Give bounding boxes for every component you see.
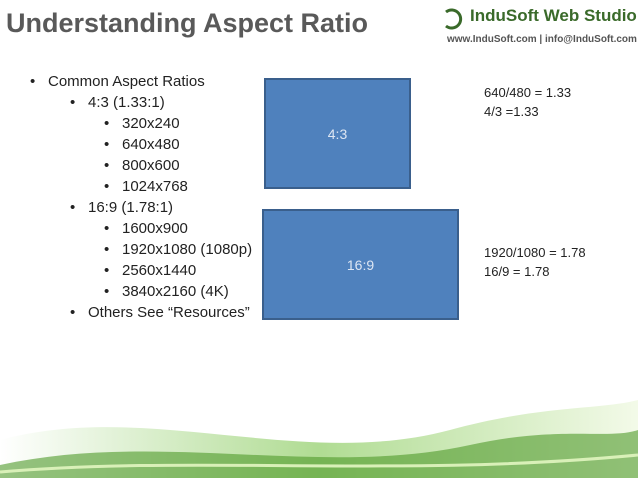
bullet-item: 1024x768	[104, 178, 188, 195]
title: Understanding Aspect Ratio	[6, 8, 369, 38]
box-16-9: 16:9	[262, 209, 459, 320]
bullet-item: 800x600	[104, 157, 179, 174]
bullet-item: 2560x1440	[104, 262, 196, 279]
contact: www.InduSoft.com | info@InduSoft.com	[447, 34, 637, 45]
note: 1920/1080 = 1.78	[484, 245, 586, 260]
bullet-item: 320x240	[104, 115, 179, 132]
box-label: 16:9	[346, 256, 375, 273]
bullet-item: 16:9 (1.78:1)	[70, 199, 173, 216]
bullet-item: Others See “Resources”	[70, 304, 250, 321]
logo: InduSoft Web Studio	[470, 6, 637, 25]
box-4-3: 4:3	[264, 78, 411, 189]
box-label: 4:3	[327, 125, 348, 142]
bullet-item: 1920x1080 (1080p)	[104, 241, 252, 258]
note: 16/9 = 1.78	[484, 264, 550, 279]
bullet-item: Common Aspect Ratios	[30, 73, 205, 90]
note: 4/3 =1.33	[484, 104, 539, 119]
bullet-item: 640x480	[104, 136, 179, 153]
bullet-item: 4:3 (1.33:1)	[70, 94, 165, 111]
note: 640/480 = 1.33	[484, 85, 572, 100]
bullet-item: 1600x900	[104, 220, 188, 237]
bullet-item: 3840x2160 (4K)	[104, 283, 229, 300]
